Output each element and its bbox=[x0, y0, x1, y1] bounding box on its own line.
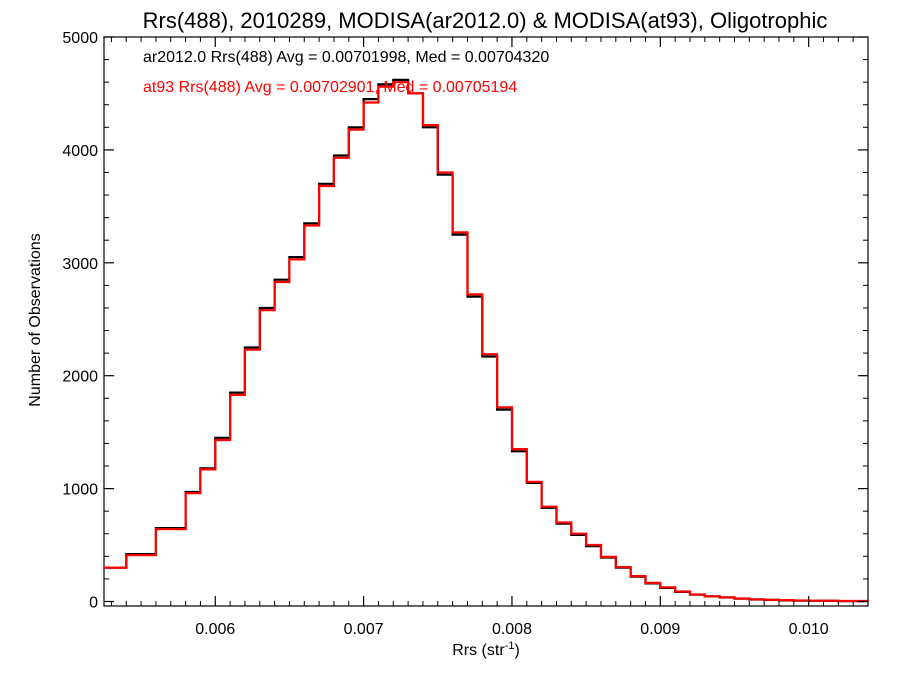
x-tick-label: 0.008 bbox=[492, 621, 532, 638]
axes bbox=[103, 36, 869, 607]
plot-frame bbox=[103, 36, 869, 607]
y-tick-label: 0 bbox=[89, 594, 98, 611]
x-tick-label: 0.009 bbox=[640, 621, 680, 638]
x-tick-label: 0.010 bbox=[789, 621, 829, 638]
annotation-at93: at93 Rrs(488) Avg = 0.00702901, Med = 0.… bbox=[143, 79, 517, 96]
annotation-ar2012: ar2012.0 Rrs(488) Avg = 0.00701998, Med … bbox=[143, 49, 549, 66]
y-tick-label: 3000 bbox=[62, 256, 98, 273]
y-tick-label: 4000 bbox=[62, 143, 98, 160]
x-tick-label: 0.007 bbox=[344, 621, 384, 638]
y-tick-label: 1000 bbox=[62, 482, 98, 499]
chart-title: Rrs(488), 2010289, MODISA(ar2012.0) & MO… bbox=[143, 8, 828, 33]
x-axis-label-main: Rrs (str bbox=[452, 642, 505, 659]
x-axis-label: Rrs (str-1) bbox=[452, 640, 520, 659]
x-axis-label-superscript: -1 bbox=[505, 640, 515, 652]
x-tick-label: 0.006 bbox=[195, 621, 235, 638]
y-tick-label: 2000 bbox=[62, 369, 98, 386]
series-line-at93 bbox=[104, 81, 870, 603]
x-axis-label-suffix: ) bbox=[514, 642, 519, 659]
series-layer bbox=[104, 78, 870, 603]
y-tick-label: 5000 bbox=[62, 30, 98, 47]
ticks-layer: 0.006 0.007 0.008 0.009 0.010 0 1000 2000 3000 40… bbox=[62, 30, 869, 638]
y-axis-label: Number of Observations bbox=[27, 233, 44, 406]
series-line-ar2012.0 bbox=[104, 78, 870, 603]
